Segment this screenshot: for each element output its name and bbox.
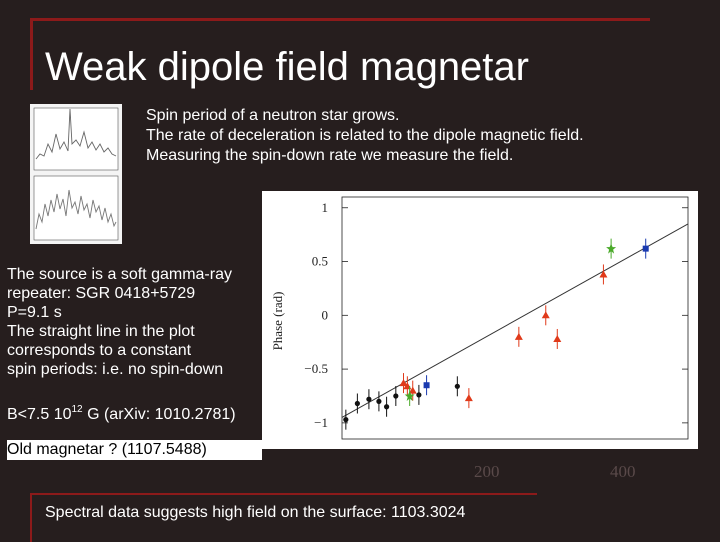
data-point bbox=[399, 379, 408, 387]
data-point bbox=[599, 270, 608, 278]
intro-line: The rate of deceleration is related to t… bbox=[146, 127, 584, 144]
data-point bbox=[416, 392, 422, 398]
data-point bbox=[423, 382, 430, 389]
data-point bbox=[376, 398, 382, 404]
data-point bbox=[354, 400, 360, 407]
fit-line bbox=[341, 223, 689, 418]
bottom-frame bbox=[30, 493, 537, 542]
data-point bbox=[404, 390, 415, 401]
source-description: The source is a soft gamma-ray repeater:… bbox=[7, 265, 232, 379]
b-field-prefix: B<7.5 10 bbox=[7, 406, 72, 423]
data-point bbox=[343, 417, 349, 423]
bottom-note: Spectral data suggests high field on the… bbox=[45, 504, 466, 521]
title-frame-top bbox=[30, 18, 650, 21]
phase-plot-svg: Phase (rad) 1 0.5 0 −0.5 −1 bbox=[270, 196, 689, 440]
data-point bbox=[454, 383, 460, 389]
source-line: The straight line in the plot bbox=[7, 323, 195, 340]
intro-line: Measuring the spin-down rate we measure … bbox=[146, 147, 514, 164]
data-point bbox=[541, 311, 550, 319]
title-frame-left bbox=[30, 18, 33, 90]
plot-frame bbox=[341, 196, 689, 440]
old-magnetar-note: Old magnetar ? (1107.5488) bbox=[7, 440, 262, 460]
intro-line: Spin period of a neutron star grows. bbox=[146, 107, 400, 124]
y-tick-label: 1 bbox=[322, 200, 329, 215]
intro-text: Spin period of a neutron star grows. The… bbox=[146, 106, 584, 166]
data-point bbox=[383, 404, 390, 410]
data-point bbox=[408, 386, 417, 394]
source-line: corresponds to a constant bbox=[7, 342, 192, 359]
data-point bbox=[393, 393, 399, 399]
data-point bbox=[464, 394, 473, 402]
source-line: P=9.1 s bbox=[7, 304, 62, 321]
data-point bbox=[553, 334, 562, 342]
source-line: The source is a soft gamma-ray bbox=[7, 266, 232, 283]
b-field-exponent: 12 bbox=[71, 404, 83, 415]
phase-plot: Phase (rad) 1 0.5 0 −0.5 −1 bbox=[262, 191, 698, 449]
x-tick-label: 200 bbox=[474, 462, 500, 481]
y-axis-label: Phase (rad) bbox=[270, 292, 285, 351]
data-point bbox=[642, 245, 649, 252]
data-point bbox=[606, 243, 617, 254]
data-point bbox=[366, 396, 372, 402]
data-point bbox=[514, 332, 523, 340]
y-tick-label: 0 bbox=[322, 307, 329, 322]
y-tick-label: −1 bbox=[314, 415, 328, 430]
slide-title: Weak dipole field magnetar bbox=[45, 45, 529, 89]
source-line: repeater: SGR 0418+5729 bbox=[7, 285, 196, 302]
b-field-limit: B<7.5 1012 G (arXiv: 1010.2781) bbox=[7, 405, 236, 424]
b-field-suffix: G (arXiv: 1010.2781) bbox=[82, 406, 236, 423]
source-line: spin periods: i.e. no spin-down bbox=[7, 361, 224, 378]
spectrum-thumbnail bbox=[30, 104, 122, 244]
y-tick-label: −0.5 bbox=[304, 361, 328, 376]
spectrum-thumbnail-graphic bbox=[33, 107, 119, 241]
x-tick-label: 400 bbox=[610, 462, 636, 481]
y-tick-label: 0.5 bbox=[312, 254, 328, 269]
